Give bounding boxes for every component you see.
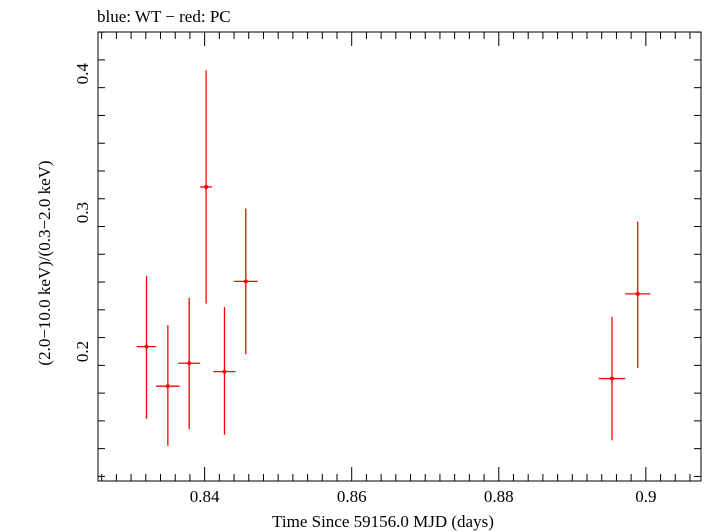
- point-marker: [222, 369, 227, 374]
- data-point: [625, 221, 651, 369]
- x-tick-label: 0.9: [635, 487, 656, 506]
- point-marker: [635, 291, 640, 296]
- point-marker: [243, 279, 248, 284]
- data-point: [200, 70, 212, 304]
- data-points: [136, 70, 651, 446]
- data-point: [234, 208, 258, 355]
- data-point: [156, 325, 180, 446]
- y-tick-label: 0.3: [73, 202, 92, 223]
- x-axis-label: Time Since 59156.0 MJD (days): [272, 512, 494, 531]
- plot-frame: [97, 31, 702, 482]
- x-tick-label: 0.86: [337, 487, 367, 506]
- y-axis-label: (2.0−10.0 keV)/(0.3−2.0 keV): [35, 160, 54, 365]
- x-axis-ticks: 0.84 0.86 0.88 0.9: [101, 32, 691, 506]
- y-axis-ticks: 0.2 0.3 0.4: [73, 31, 701, 477]
- point-marker: [165, 384, 170, 389]
- data-point: [598, 316, 626, 441]
- x-tick-label: 0.88: [484, 487, 514, 506]
- data-point: [213, 307, 236, 435]
- x-tick-label: 0.84: [190, 487, 220, 506]
- data-point: [178, 298, 201, 430]
- y-tick-label: 0.2: [73, 341, 92, 362]
- point-marker: [187, 361, 192, 366]
- data-point: [136, 275, 157, 419]
- y-tick-label: 0.4: [73, 63, 92, 85]
- chart-title: blue: WT − red: PC: [97, 7, 231, 26]
- point-marker: [144, 344, 149, 349]
- point-marker: [610, 376, 615, 381]
- point-marker: [204, 184, 209, 189]
